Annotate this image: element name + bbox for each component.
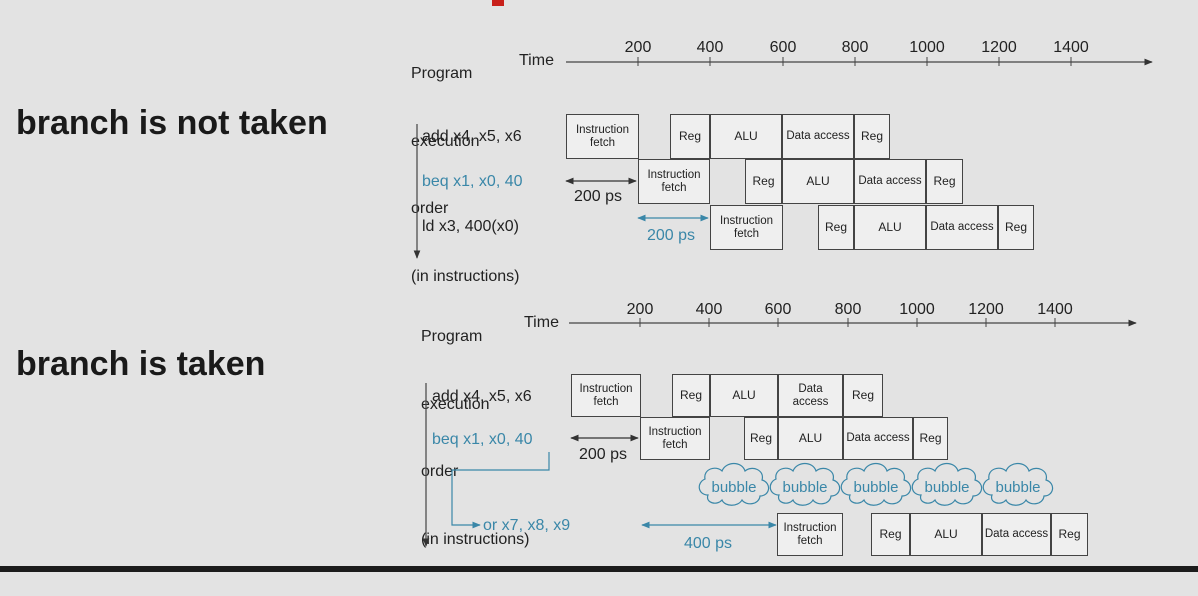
tick-label: 1000 [899,301,935,318]
stage-data-access: Data access [982,513,1051,556]
stage-instruction-fetch: Instruction fetch [571,374,641,417]
stage-alu: ALU [854,205,926,250]
stage-instruction-fetch: Instruction fetch [710,205,783,250]
bubble-label: bubble [782,479,828,496]
stage-reg: Reg [744,417,778,460]
time-label: Time [519,52,554,69]
tick-label: 800 [834,301,862,318]
header-line: execution [411,132,480,150]
program-order-header: Program execution order (in instructions… [411,18,519,333]
stage-alu: ALU [710,114,782,159]
stage-alu: ALU [710,374,778,417]
tick-label: 200 [624,39,652,56]
stage-instruction-fetch: Instruction fetch [640,417,710,460]
bubble-label: bubble [995,479,1041,496]
stage-instruction-fetch: Instruction fetch [777,513,843,556]
stage-data-access: Data access [843,417,913,460]
stage-reg: Reg [1051,513,1088,556]
header-line: execution [421,395,490,413]
tick-label: 1000 [909,39,945,56]
header-line: Program [411,65,473,82]
instruction-label: ld x3, 400(x0) [422,218,519,235]
stage-reg: Reg [843,374,883,417]
header-line: order [411,200,449,217]
branch-target-arrow [451,452,550,529]
title-fragment [492,0,504,6]
stage-alu: ALU [782,159,854,204]
instruction-label: add x4, x5, x6 [432,388,532,405]
program-order-header: Program execution order (in instructions… [421,281,529,596]
bottom-edge [0,566,1198,572]
stage-data-access: Data access [854,159,926,204]
axis-ticks [637,57,1072,66]
stage-reg: Reg [926,159,963,204]
bubble-label: bubble [711,479,757,496]
stage-reg: Reg [998,205,1034,250]
axis-ticks [639,318,1056,327]
tick-label: 800 [841,39,869,56]
stage-reg: Reg [670,114,710,159]
tick-label: 1200 [981,39,1017,56]
instruction-label: beq x1, x0, 40 [422,173,523,190]
tick-label: 400 [696,39,724,56]
stage-alu: ALU [910,513,982,556]
stage-reg: Reg [672,374,710,417]
stage-reg: Reg [745,159,782,204]
bubble-label: bubble [924,479,970,496]
header-line: Program [421,328,483,345]
tick-label: 600 [769,39,797,56]
instruction-label: add x4, x5, x6 [422,128,522,145]
header-line: (in instructions) [411,267,520,285]
diagram-lines [413,57,1153,547]
stage-alu: ALU [778,417,843,460]
delay-label: 200 ps [579,446,628,463]
stage-reg: Reg [913,417,948,460]
label-branch-not-taken: branch is not taken [16,104,328,142]
header-line: order [421,463,459,480]
tick-label: 200 [626,301,654,318]
tick-label: 400 [695,301,723,318]
tick-label: 1400 [1053,39,1089,56]
stage-instruction-fetch: Instruction fetch [638,159,710,204]
stage-instruction-fetch: Instruction fetch [566,114,639,159]
tick-label: 600 [764,301,792,318]
tick-label: 1200 [968,301,1004,318]
instruction-label: or x7, x8, x9 [483,517,571,534]
stage-data-access: Data access [778,374,843,417]
label-branch-taken: branch is taken [16,345,266,383]
time-label: Time [524,314,559,331]
stage-reg: Reg [818,205,854,250]
delay-label: 200 ps [574,188,623,205]
stage-reg: Reg [854,114,890,159]
delay-label-blue: 400 ps [684,535,733,552]
tick-label: 1400 [1037,301,1073,318]
bubble-label: bubble [853,479,899,496]
delay-label-blue: 200 ps [647,227,696,244]
stage-reg: Reg [871,513,910,556]
stage-data-access: Data access [782,114,854,159]
stage-data-access: Data access [926,205,998,250]
instruction-label: beq x1, x0, 40 [432,431,533,448]
